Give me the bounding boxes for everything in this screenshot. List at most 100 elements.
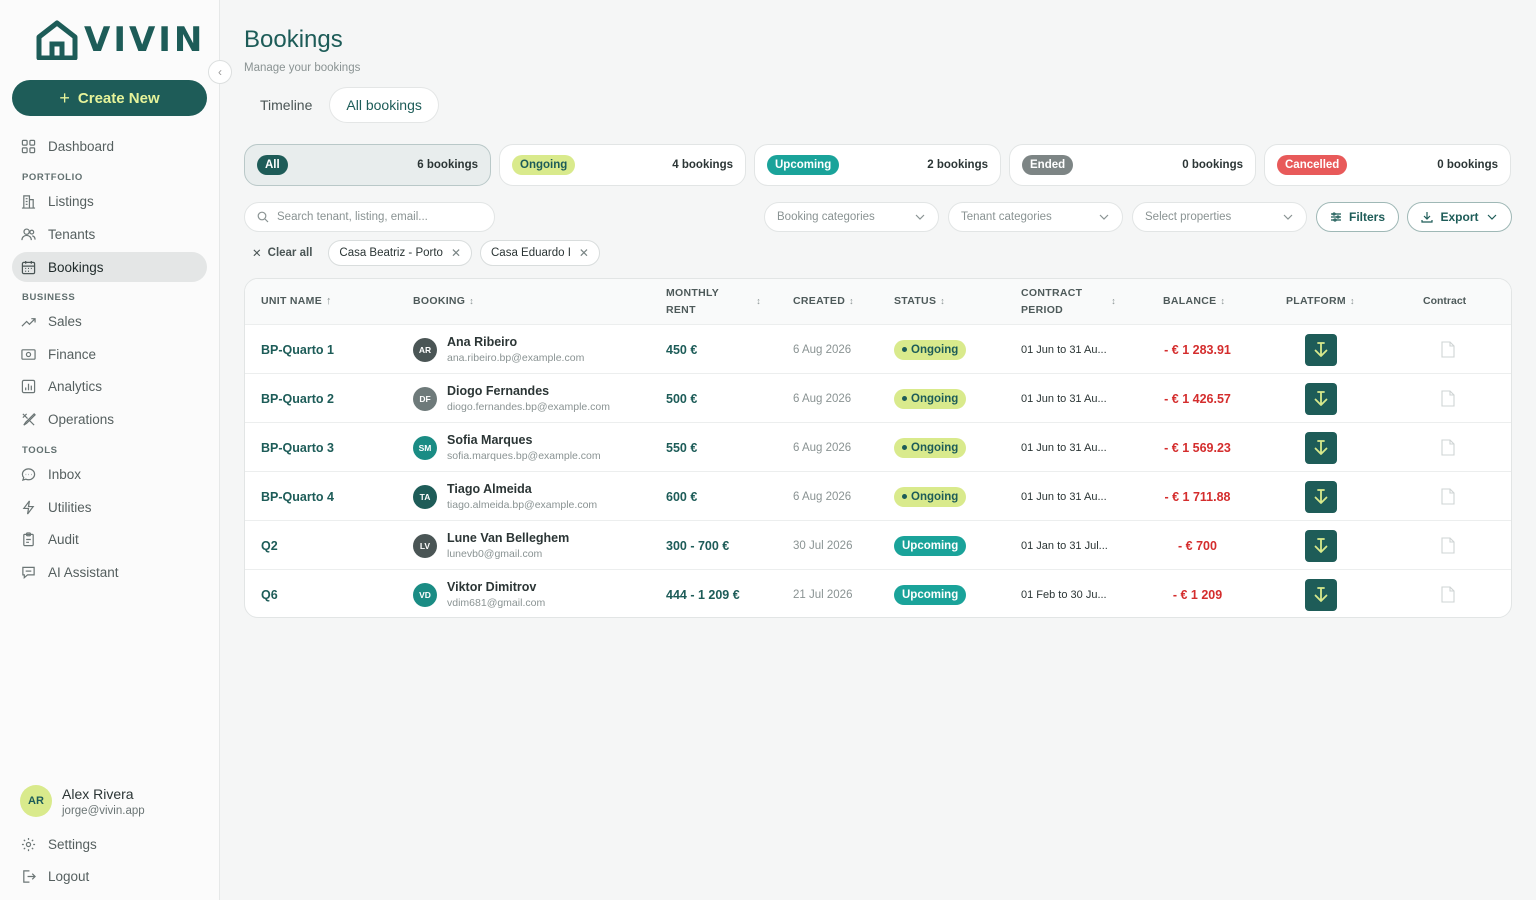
platform-logo-button[interactable] bbox=[1305, 480, 1337, 513]
booking-cell: DF Diogo Fernandes diogo.fernandes.bp@exam… bbox=[413, 374, 610, 423]
booking-cell: LV Lune Van Belleghem lunevb0@gmail.com bbox=[413, 521, 569, 570]
bolt-icon bbox=[22, 500, 35, 514]
user-profile[interactable]: AR Alex Rivera jorge@vivin.app bbox=[20, 785, 145, 817]
unit-name-link[interactable]: Q6 bbox=[261, 587, 278, 602]
sidebar-item-tenants[interactable]: Tenants bbox=[12, 219, 207, 249]
sidebar-item-operations[interactable]: Operations bbox=[12, 404, 207, 434]
avatar: DF bbox=[413, 386, 437, 411]
sidebar-item-sales[interactable]: Sales bbox=[12, 306, 207, 336]
column-header-balance[interactable]: BALANCE ↕ bbox=[1163, 279, 1225, 324]
column-label: CONTRACT bbox=[1021, 286, 1083, 299]
document-icon[interactable] bbox=[1441, 488, 1455, 505]
platform-cell bbox=[1305, 521, 1337, 570]
remove-chip-icon[interactable]: ✕ bbox=[450, 246, 461, 260]
status-card-cancelled[interactable]: Cancelled 0 bookings bbox=[1264, 144, 1511, 186]
column-header-unit[interactable]: UNIT NAME ↑ bbox=[261, 279, 332, 324]
user-email: jorge@vivin.app bbox=[62, 804, 145, 817]
sidebar-item-dashboard[interactable]: Dashboard bbox=[12, 131, 207, 161]
platform-logo-button[interactable] bbox=[1305, 382, 1337, 415]
sidebar-item-listings[interactable]: Listings bbox=[12, 186, 207, 216]
sidebar-item-analytics[interactable]: Analytics bbox=[12, 371, 207, 401]
platform-logo-button[interactable] bbox=[1305, 578, 1337, 611]
column-header-rent[interactable]: MONTHLY RENT ↕ bbox=[666, 279, 761, 324]
unit-name-link[interactable]: BP-Quarto 2 bbox=[261, 391, 334, 406]
unit-name-link[interactable]: BP-Quarto 3 bbox=[261, 440, 334, 455]
sidebar-item-finance[interactable]: Finance bbox=[12, 339, 207, 369]
sort-icon: ↕ bbox=[940, 296, 946, 306]
tenant-name[interactable]: Lune Van Belleghem bbox=[447, 531, 570, 545]
chart-icon bbox=[21, 379, 36, 393]
platform-logo-button[interactable] bbox=[1305, 333, 1337, 366]
select-properties-select[interactable]: Select properties bbox=[1132, 202, 1307, 232]
sidebar-item-utilities[interactable]: Utilities bbox=[12, 492, 207, 522]
table-row[interactable]: BP-Quarto 1 AR Ana Ribeiro ana.ribeiro.bp@e… bbox=[245, 324, 1511, 373]
created-date: 6 Aug 2026 bbox=[793, 343, 852, 356]
tab-timeline[interactable]: Timeline bbox=[260, 97, 313, 113]
sort-icon: ↕ bbox=[1111, 296, 1116, 306]
sidebar-item-bookings[interactable]: Bookings bbox=[12, 252, 207, 282]
tenant-name[interactable]: Sofia Marques bbox=[447, 433, 533, 447]
table-row[interactable]: Q2 LV Lune Van Belleghem lunevb0@gmail.com 3… bbox=[245, 520, 1511, 570]
unit-name-link[interactable]: Q2 bbox=[261, 538, 278, 553]
column-header-booking[interactable]: BOOKING ↕ bbox=[413, 279, 474, 324]
brand-logo[interactable]: VIVIN bbox=[36, 20, 205, 60]
export-button[interactable]: Export bbox=[1407, 202, 1512, 232]
column-header-created[interactable]: CREATED ↕ bbox=[793, 279, 854, 324]
dropdown-label: Booking categories bbox=[777, 211, 875, 223]
search-input[interactable] bbox=[277, 211, 477, 223]
document-icon[interactable] bbox=[1441, 537, 1455, 554]
tab-all-bookings[interactable]: All bookings bbox=[330, 88, 438, 122]
table-row[interactable]: Q6 VD Viktor Dimitrov vdim681@gmail.com 444 … bbox=[245, 569, 1511, 617]
platform-cell bbox=[1305, 472, 1337, 521]
column-label: RENT bbox=[666, 303, 696, 316]
tenant-name[interactable]: Tiago Almeida bbox=[447, 482, 532, 496]
column-header-status[interactable]: STATUS ↕ bbox=[894, 279, 945, 324]
column-header-platform[interactable]: PLATFORM ↕ bbox=[1286, 279, 1355, 324]
contract-period: 01 Jun to 31 Au... bbox=[1021, 392, 1107, 405]
create-new-button[interactable]: + Create New bbox=[12, 80, 207, 116]
tenant-name[interactable]: Diogo Fernandes bbox=[447, 384, 550, 398]
tenant-categories-select[interactable]: Tenant categories bbox=[948, 202, 1123, 232]
filters-button[interactable]: Filters bbox=[1316, 202, 1399, 232]
platform-logo-button[interactable] bbox=[1305, 529, 1337, 562]
tenant-name[interactable]: Viktor Dimitrov bbox=[447, 580, 537, 594]
status-card-upcoming[interactable]: Upcoming 2 bookings bbox=[754, 144, 1001, 186]
booking-count: 6 bookings bbox=[417, 159, 478, 171]
status-card-ongoing[interactable]: Ongoing 4 bookings bbox=[499, 144, 746, 186]
clear-all-button[interactable]: ✕ Clear all bbox=[244, 240, 320, 266]
user-name: Alex Rivera bbox=[62, 785, 134, 802]
column-header-period[interactable]: CONTRACT PERIOD ↕ bbox=[1021, 279, 1116, 324]
sidebar-item-inbox[interactable]: Inbox bbox=[12, 459, 207, 489]
sidebar-item-audit[interactable]: Audit bbox=[12, 524, 207, 554]
status-card-ended[interactable]: Ended 0 bookings bbox=[1009, 144, 1256, 186]
sidebar-item-ai-assistant[interactable]: AI Assistant bbox=[12, 557, 207, 587]
table-row[interactable]: BP-Quarto 3 SM Sofia Marques sofia.marques.… bbox=[245, 422, 1511, 471]
created-date: 6 Aug 2026 bbox=[793, 490, 852, 503]
chip-label: Casa Eduardo I bbox=[491, 247, 571, 259]
platform-logo-button[interactable] bbox=[1305, 431, 1337, 464]
sidebar-item-label: Analytics bbox=[48, 378, 103, 394]
status-cell: Upcoming bbox=[894, 570, 967, 617]
logout-button[interactable]: Logout bbox=[12, 861, 207, 891]
status-badge: Upcoming bbox=[894, 535, 967, 556]
status-filter-cards: All 6 bookings Ongoing 4 bookings Upcoming 2 … bbox=[244, 144, 1511, 186]
collapse-sidebar-button[interactable]: ‹ bbox=[208, 60, 232, 84]
status-pill: Upcoming bbox=[767, 155, 840, 175]
tenant-name[interactable]: Ana Ribeiro bbox=[447, 335, 518, 349]
document-icon[interactable] bbox=[1441, 439, 1455, 456]
column-label: CREATED bbox=[793, 295, 846, 307]
status-card-all[interactable]: All 6 bookings bbox=[244, 144, 491, 186]
table-row[interactable]: BP-Quarto 4 TA Tiago Almeida tiago.almeida.… bbox=[245, 471, 1511, 521]
booking-categories-select[interactable]: Booking categories bbox=[764, 202, 939, 232]
brand-name: VIVIN bbox=[84, 20, 206, 60]
sort-icon: ↕ bbox=[1220, 296, 1226, 306]
remove-chip-icon[interactable]: ✕ bbox=[578, 246, 589, 260]
contract-period: 01 Jun to 31 Au... bbox=[1021, 343, 1107, 356]
table-row[interactable]: BP-Quarto 2 DF Diogo Fernandes diogo.fernan… bbox=[245, 373, 1511, 423]
document-icon[interactable] bbox=[1441, 341, 1455, 358]
settings-button[interactable]: Settings bbox=[12, 829, 207, 859]
document-icon[interactable] bbox=[1441, 586, 1455, 603]
document-icon[interactable] bbox=[1441, 390, 1455, 407]
unit-name-link[interactable]: BP-Quarto 1 bbox=[261, 342, 334, 357]
unit-name-link[interactable]: BP-Quarto 4 bbox=[261, 489, 334, 504]
